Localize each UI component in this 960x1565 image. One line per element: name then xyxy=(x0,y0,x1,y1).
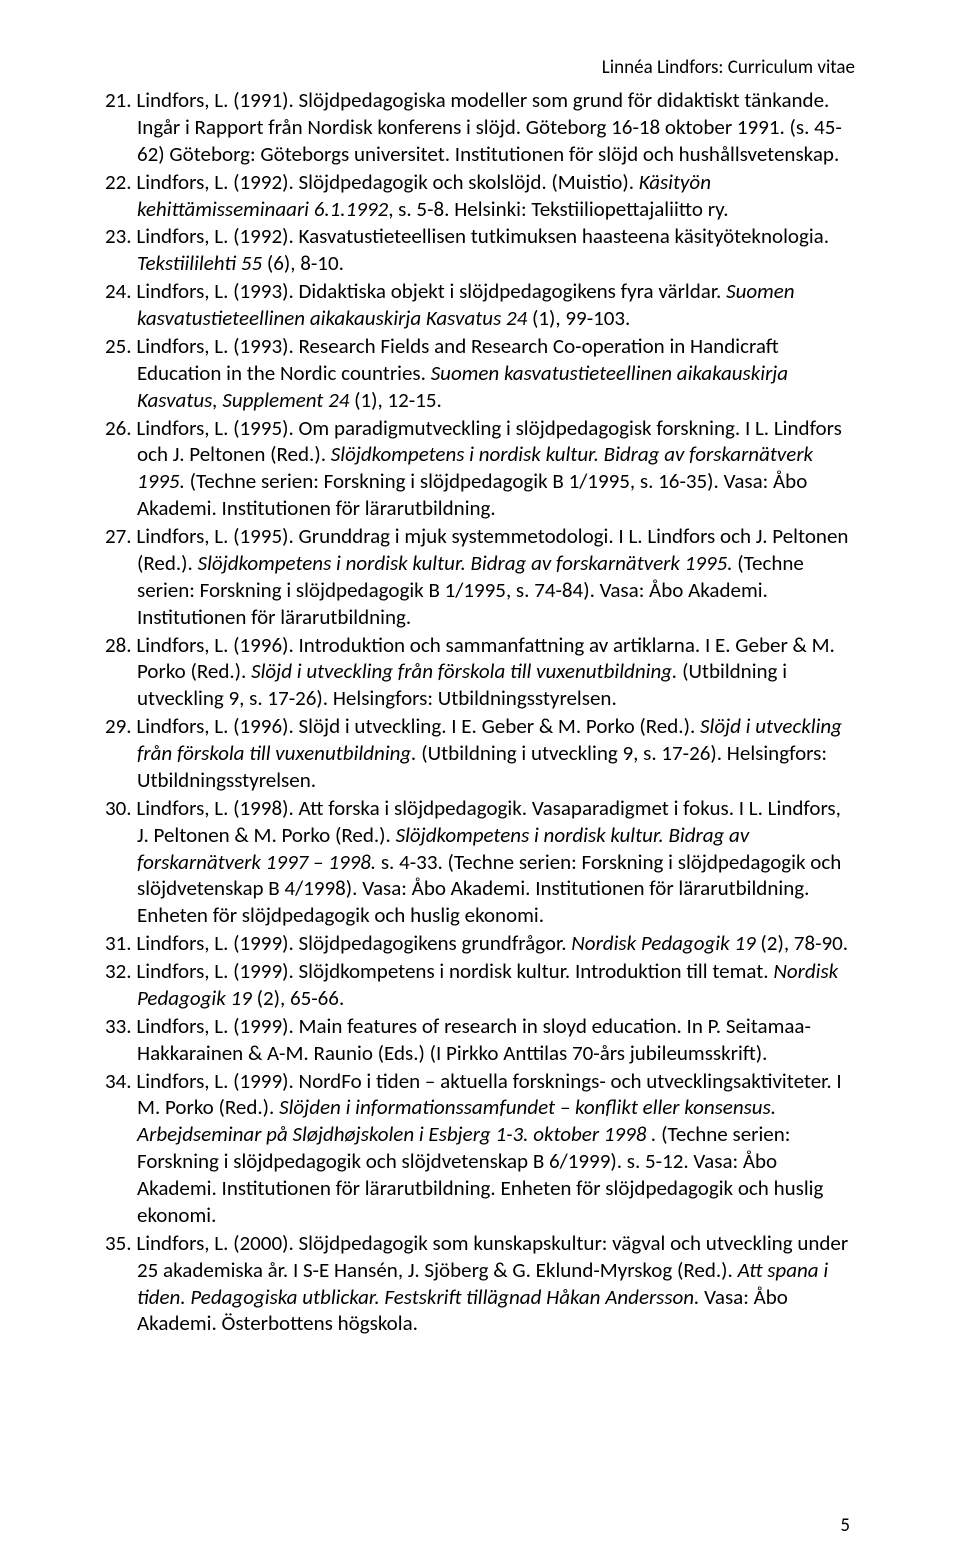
text-run: (1), 12-15. xyxy=(349,387,441,413)
reference-item: Lindfors, L. (1993). Research Fields and… xyxy=(105,333,855,414)
reference-item: Lindfors, L. (1998). Att forska i slöjdp… xyxy=(105,795,855,929)
reference-item: Lindfors, L. (1993). Didaktiska objekt i… xyxy=(105,278,855,332)
text-run: (1), 99-103. xyxy=(527,305,630,331)
text-run: Lindfors, L. (1999). Slöjdkompetens i no… xyxy=(136,958,773,984)
running-header: Linnéa Lindfors: Curriculum vitae xyxy=(105,56,855,79)
reference-item: Lindfors, L. (1996). Introduktion och sa… xyxy=(105,632,855,713)
reference-item: Lindfors, L. (2000). Slöjdpedagogik som … xyxy=(105,1230,855,1338)
text-run: Slöjd i utveckling från förskola till vu… xyxy=(251,658,677,684)
reference-item: Lindfors, L. (1999). Main features of re… xyxy=(105,1013,855,1067)
reference-item: Lindfors, L. (1995). Grunddrag i mjuk sy… xyxy=(105,523,855,631)
text-run: (2), 78-90. xyxy=(756,930,848,956)
page-number: 5 xyxy=(840,1514,850,1537)
text-run: Lindfors, L. (1996). Slöjd i utveckling.… xyxy=(136,713,700,739)
text-run: Lindfors, L. (1991). Slöjdpedagogiska mo… xyxy=(136,87,842,167)
reference-item: Lindfors, L. (1996). Slöjd i utveckling.… xyxy=(105,713,855,794)
text-run: Lindfors, L. (1999). Main features of re… xyxy=(136,1013,811,1066)
text-run: (Techne serien: Forskning i slöjdpedagog… xyxy=(137,468,807,521)
text-run: Nordisk Pedagogik 19 xyxy=(571,930,755,956)
text-run: Tekstiililehti 55 xyxy=(137,250,262,276)
reference-item: Lindfors, L. (1999). Slöjdpedagogikens g… xyxy=(105,930,855,957)
reference-item: Lindfors, L. (1999). NordFo i tiden – ak… xyxy=(105,1068,855,1229)
text-run: Lindfors, L. (1992). Slöjdpedagogik och … xyxy=(136,169,638,195)
reference-item: Lindfors, L. (1995). Om paradigmutveckli… xyxy=(105,415,855,523)
reference-item: Lindfors, L. (1999). Slöjdkompetens i no… xyxy=(105,958,855,1012)
text-run: Lindfors, L. (1993). Didaktiska objekt i… xyxy=(136,278,726,304)
reference-item: Lindfors, L. (1992). Slöjdpedagogik och … xyxy=(105,169,855,223)
text-run: Slöjdkompetens i nordisk kultur. Bidrag … xyxy=(198,550,733,576)
text-run: (6), 8-10. xyxy=(262,250,344,276)
text-run: Lindfors, L. (1992). Kasvatustieteellise… xyxy=(136,223,829,249)
reference-list: Lindfors, L. (1991). Slöjdpedagogiska mo… xyxy=(105,87,855,1337)
text-run: Lindfors, L. (1999). Slöjdpedagogikens g… xyxy=(136,930,571,956)
text-run: (2), 65-66. xyxy=(252,985,344,1011)
reference-item: Lindfors, L. (1991). Slöjdpedagogiska mo… xyxy=(105,87,855,168)
text-run: , s. 5-8. Helsinki: Tekstiiliopettajalii… xyxy=(388,196,728,222)
reference-item: Lindfors, L. (1992). Kasvatustieteellise… xyxy=(105,223,855,277)
document-page: Linnéa Lindfors: Curriculum vitae Lindfo… xyxy=(0,0,960,1565)
